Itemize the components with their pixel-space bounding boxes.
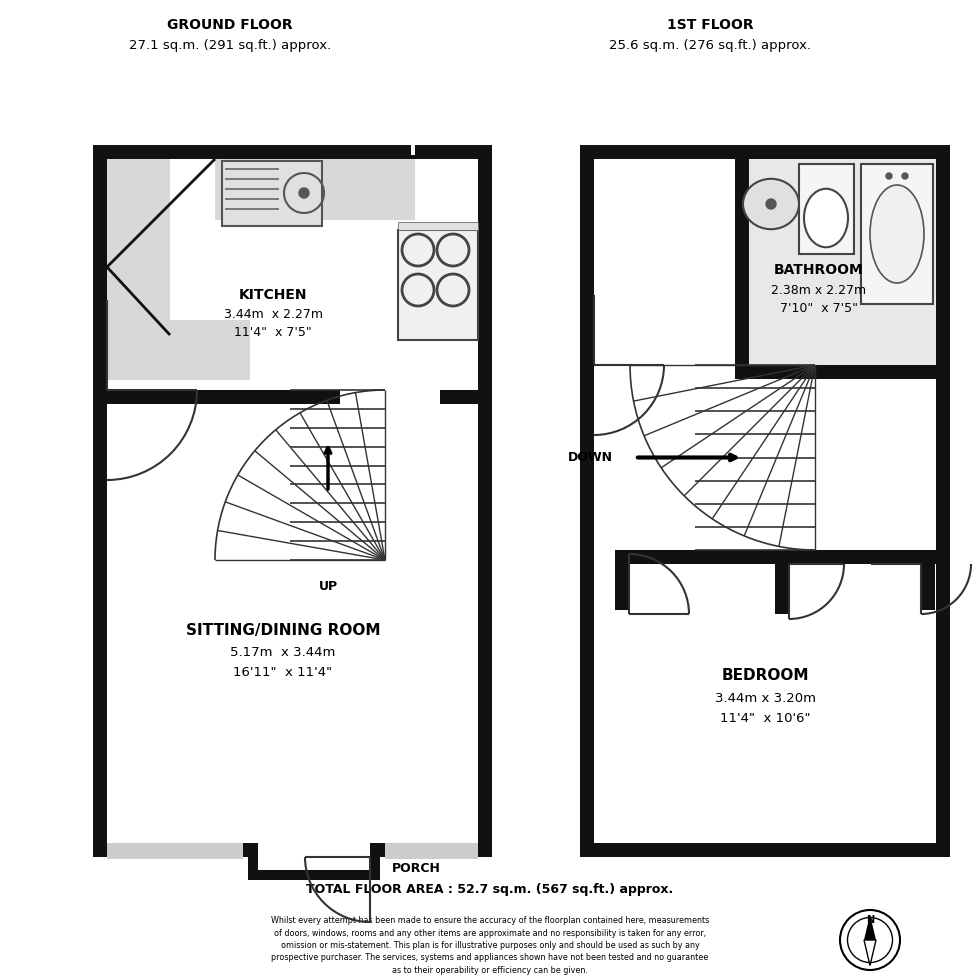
Bar [799,164,854,254]
Text: 3.44m x 3.20m: 3.44m x 3.20m [714,691,815,705]
Ellipse shape [743,178,799,229]
Bar [398,222,478,230]
Bar [215,159,415,220]
Bar [107,843,243,859]
Bar [580,145,950,159]
Bar [248,857,380,880]
Bar [775,564,789,614]
Text: 16'11"  x 11'4": 16'11" x 11'4" [233,666,332,679]
Bar [93,145,492,159]
Text: KITCHEN: KITCHEN [239,288,308,302]
Text: 5.17m  x 3.44m: 5.17m x 3.44m [230,645,336,658]
Bar [580,365,594,550]
Bar [107,320,250,380]
Bar [861,164,933,304]
Bar [615,550,629,610]
Ellipse shape [804,189,848,248]
Bar [385,843,478,859]
Text: 1ST FLOOR: 1ST FLOOR [666,18,754,32]
Text: 2.38m x 2.27m: 2.38m x 2.27m [771,284,866,296]
Text: Whilst every attempt has been made to ensure the accuracy of the floorplan conta: Whilst every attempt has been made to en… [270,916,710,975]
Bar [370,857,380,880]
Bar [936,145,950,857]
Text: UP: UP [318,580,337,593]
Bar [580,145,950,857]
Bar [749,159,936,365]
Bar [735,145,749,365]
Bar [411,145,415,155]
Text: BATHROOM: BATHROOM [774,263,864,277]
Text: GROUND FLOOR: GROUND FLOOR [168,18,293,32]
Text: TOTAL FLOOR AREA : 52.7 sq.m. (567 sq.ft.) approx.: TOTAL FLOOR AREA : 52.7 sq.m. (567 sq.ft… [307,883,673,896]
Bar [735,365,950,379]
Text: BEDROOM: BEDROOM [721,669,808,683]
Polygon shape [864,940,876,965]
Bar [222,161,322,226]
Circle shape [766,199,776,209]
Text: 3.44m  x 2.27m: 3.44m x 2.27m [223,308,322,322]
Bar [478,145,492,857]
Bar [93,390,340,404]
Bar [615,550,949,564]
Circle shape [902,173,908,179]
Bar [921,550,935,610]
Text: 25.6 sq.m. (276 sq.ft.) approx.: 25.6 sq.m. (276 sq.ft.) approx. [609,38,811,52]
Bar [580,145,594,857]
Polygon shape [864,915,876,940]
Bar [248,870,380,880]
Bar [93,145,492,857]
Text: 7'10"  x 7'5": 7'10" x 7'5" [780,301,858,315]
Text: SITTING/DINING ROOM: SITTING/DINING ROOM [186,622,380,638]
Bar [580,843,950,857]
Text: PORCH: PORCH [392,862,441,875]
Bar [248,857,258,880]
Bar [398,230,478,340]
Ellipse shape [870,185,924,283]
Text: DOWN: DOWN [567,451,612,464]
Text: 11'4"  x 7'5": 11'4" x 7'5" [234,327,312,339]
Text: 27.1 sq.m. (291 sq.ft.) approx.: 27.1 sq.m. (291 sq.ft.) approx. [129,38,331,52]
Bar [93,843,492,857]
Bar [93,145,107,857]
Text: 11'4"  x 10'6": 11'4" x 10'6" [719,712,810,724]
Bar [440,390,492,404]
Circle shape [299,188,309,198]
Bar [258,843,370,859]
Text: N: N [866,915,874,925]
Bar [107,159,170,335]
Circle shape [886,173,892,179]
